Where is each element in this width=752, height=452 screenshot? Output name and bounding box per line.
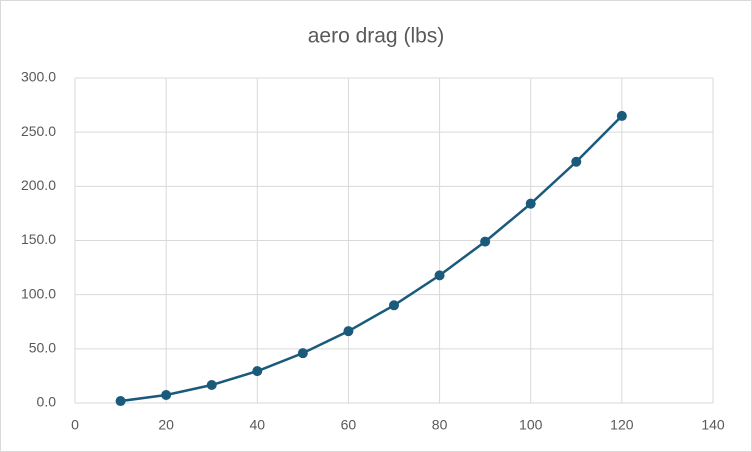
data-point [343,326,354,337]
x-tick-label: 80 [432,417,448,433]
data-point [206,380,217,391]
y-tick-label: 150.0 [21,231,56,247]
series-line [120,115,623,403]
y-tick-label: 0.0 [37,394,57,410]
y-tick-label: 200.0 [21,177,56,193]
data-point [161,389,172,400]
data-point [480,236,491,247]
chart-title: aero drag (lbs) [308,25,445,48]
x-tick-label: 100 [519,417,543,433]
x-tick-label: 140 [701,417,725,433]
data-point [571,156,582,167]
y-tick-label: 100.0 [21,285,56,301]
y-tick-label: 50.0 [29,340,56,356]
data-point [434,270,445,281]
data-point [252,366,263,377]
y-tick-label: 300.0 [21,69,56,85]
data-point [525,198,536,209]
x-tick-label: 60 [341,417,357,433]
y-tick-label: 250.0 [21,123,56,139]
data-point [616,110,627,121]
data-point [297,348,308,359]
x-tick-label: 40 [249,417,265,433]
data-point [115,396,126,407]
data-point [389,300,399,311]
x-tick-label: 20 [158,417,174,433]
x-tick-label: 0 [71,417,79,433]
x-tick-label: 120 [610,417,634,433]
